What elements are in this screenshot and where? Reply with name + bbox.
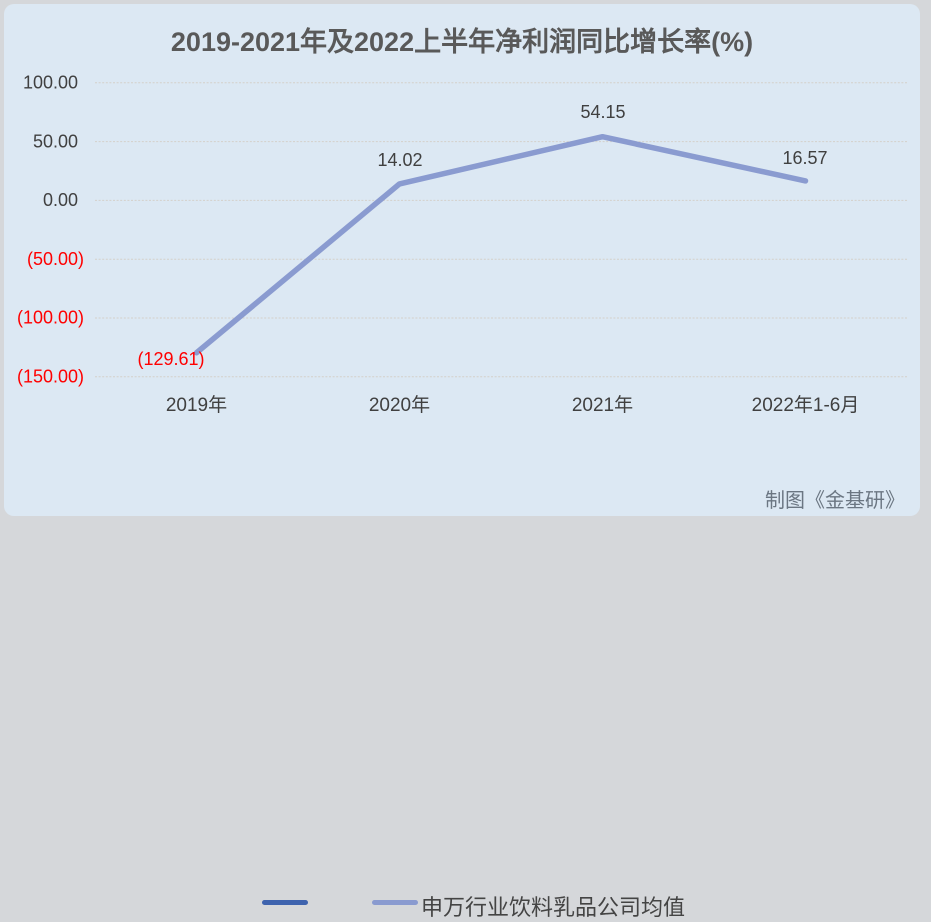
y-tick-label: 0.00 <box>43 190 78 210</box>
x-axis-label: 2019年 <box>166 394 227 416</box>
page-background: 2019-2021年及2022上半年净利润同比增长率(%) 100.00 50.… <box>0 4 931 920</box>
legend-line-swatch-series2 <box>372 900 418 905</box>
legend-label: 申万行业饮料乳品公司均值 <box>421 895 686 920</box>
x-axis-label: 2020年 <box>369 394 430 416</box>
x-axis-label: 2021年 <box>572 394 633 416</box>
y-tick-label: (100.00) <box>17 308 84 328</box>
y-tick-label: 100.00 <box>23 73 78 93</box>
y-tick-label: 50.00 <box>33 131 78 151</box>
data-label: 54.15 <box>580 102 625 122</box>
y-tick-label: (50.00) <box>27 249 84 269</box>
chart-canvas: 100.00 50.00 0.00 (50.00) (100.00) (150.… <box>17 73 907 416</box>
legend-line-swatch-series1 <box>262 900 308 905</box>
y-tick-label: (150.00) <box>17 367 84 387</box>
data-label: 14.02 <box>377 150 422 170</box>
series-line <box>193 133 809 356</box>
credit-text: 制图《金基研》 <box>765 490 905 512</box>
legend: 申万行业饮料乳品公司均值 <box>0 444 931 920</box>
chart-panel <box>4 4 920 516</box>
data-label: (129.61) <box>137 349 204 369</box>
chart-title: 2019-2021年及2022上半年净利润同比增长率(%) <box>170 27 754 57</box>
x-axis-label: 2022年1-6月 <box>752 394 860 416</box>
data-label: 16.57 <box>782 148 827 168</box>
